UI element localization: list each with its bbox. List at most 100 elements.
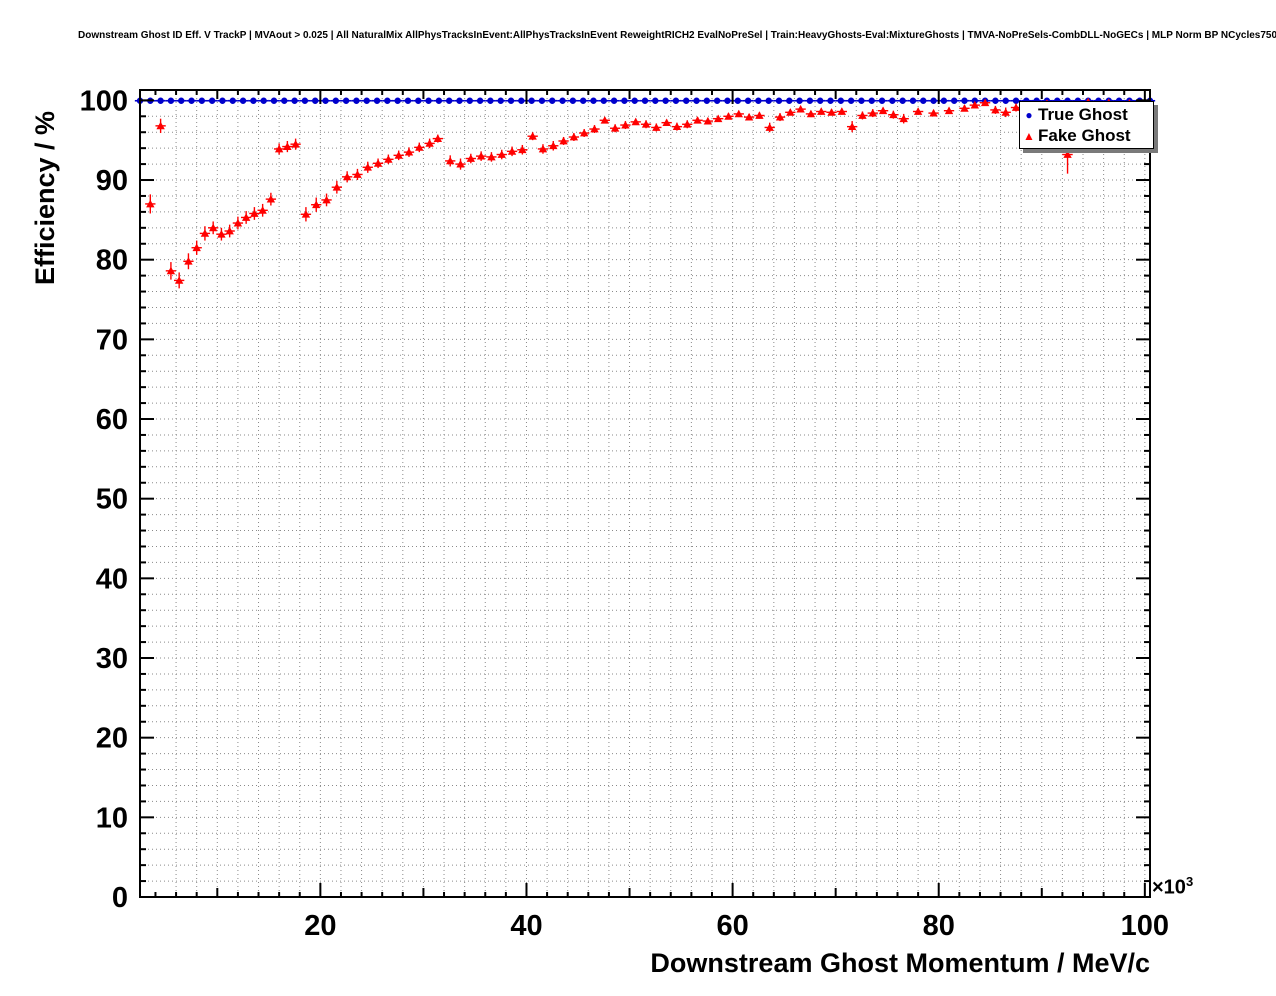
data-point-true-ghost (683, 97, 690, 104)
legend-entry-fake-ghost: ▲ Fake Ghost (1020, 125, 1153, 146)
data-point-fake-ghost (913, 107, 923, 115)
data-point-true-ghost (518, 97, 525, 104)
data-point-true-ghost (270, 97, 278, 104)
data-point-fake-ghost (250, 209, 259, 217)
data-point-true-ghost (899, 97, 906, 104)
data-point-fake-ghost (192, 243, 201, 252)
data-point-fake-ghost (693, 116, 702, 124)
data-point-true-ghost (301, 97, 309, 104)
data-point-true-ghost (208, 97, 216, 104)
data-point-true-ghost (744, 97, 752, 104)
data-point-true-ghost (487, 97, 494, 104)
data-point-fake-ghost (274, 144, 284, 153)
data-point-fake-ghost (991, 105, 1000, 114)
data-point-true-ghost (167, 97, 175, 104)
data-point-true-ghost (610, 97, 618, 104)
data-point-true-ghost (322, 97, 329, 104)
data-point-true-ghost (425, 97, 432, 104)
data-point-fake-ghost (241, 213, 251, 221)
data-point-fake-ghost (944, 106, 954, 115)
data-point-fake-ghost (363, 163, 372, 171)
data-point-true-ghost (507, 97, 515, 104)
data-point-true-ghost (878, 97, 886, 104)
data-point-fake-ghost (283, 142, 292, 150)
axis-ticks (140, 90, 1150, 897)
data-point-true-ghost (260, 97, 267, 104)
data-point-true-ghost (373, 97, 381, 104)
data-point-fake-ghost (184, 257, 193, 265)
x-axis-multiplier: ×103 (1152, 874, 1193, 900)
data-point-true-ghost (920, 97, 927, 104)
data-point-true-ghost (631, 97, 638, 104)
data-point-fake-ghost (415, 143, 424, 151)
data-point-fake-ghost (569, 132, 579, 141)
data-point-fake-ghost (312, 200, 321, 209)
data-point-true-ghost (806, 97, 814, 104)
data-point-fake-ghost (579, 128, 589, 137)
data-point-fake-ghost (166, 266, 176, 275)
data-point-fake-ghost (404, 147, 414, 156)
data-point-fake-ghost (528, 132, 537, 140)
data-point-fake-ghost (755, 111, 764, 119)
data-point-fake-ghost (200, 229, 210, 237)
data-point-true-ghost (394, 97, 401, 104)
data-point-fake-ghost (858, 111, 867, 119)
data-point-fake-ghost (631, 117, 640, 126)
data-point-fake-ghost (156, 121, 165, 130)
data-point-fake-ghost (713, 114, 723, 123)
data-point-fake-ghost (641, 120, 651, 128)
legend-entry-true-ghost: ● True Ghost (1020, 104, 1153, 125)
data-point-fake-ghost (332, 182, 342, 191)
data-point-true-ghost (971, 97, 978, 104)
data-point-fake-ghost (174, 276, 184, 284)
data-point-true-ghost (188, 97, 195, 104)
data-point-fake-ghost (683, 120, 692, 128)
y-tick-label: 60 (96, 404, 128, 436)
data-point-true-ghost (786, 97, 793, 104)
data-point-true-ghost (734, 97, 741, 104)
data-point-true-ghost (930, 97, 937, 104)
series-true-ghost (134, 97, 1156, 104)
data-point-true-ghost (332, 97, 340, 104)
data-point-fake-ghost (837, 107, 847, 115)
data-point-fake-ghost (878, 106, 888, 115)
data-point-fake-ghost (621, 120, 630, 129)
data-point-true-ghost (672, 97, 680, 104)
data-point-fake-ghost (610, 124, 620, 132)
y-tick-label: 90 (96, 165, 128, 197)
data-point-true-ghost (765, 97, 772, 104)
y-tick-label: 70 (96, 324, 128, 356)
data-point-fake-ghost (590, 124, 599, 133)
data-point-fake-ghost (899, 114, 908, 123)
data-point-fake-ghost (217, 229, 226, 238)
data-point-true-ghost (384, 97, 391, 104)
x-axis-multiplier-base: ×10 (1152, 876, 1186, 899)
legend-label: True Ghost (1038, 104, 1128, 124)
y-axis-title: Efficiency / % (30, 110, 60, 285)
y-tick-label: 0 (112, 882, 128, 914)
legend: ● True Ghost ▲ Fake Ghost (1019, 101, 1154, 149)
data-point-fake-ghost (394, 151, 403, 159)
data-point-true-ghost (435, 97, 443, 104)
data-point-fake-ghost (662, 118, 671, 127)
data-point-true-ghost (342, 97, 350, 104)
data-point-fake-ghost (1011, 103, 1021, 111)
data-point-true-ghost (178, 97, 185, 104)
data-point-fake-ghost (456, 159, 465, 168)
data-point-fake-ghost (970, 100, 979, 109)
y-tick-label: 10 (96, 802, 128, 834)
data-point-fake-ghost (266, 194, 276, 203)
data-point-true-ghost (250, 97, 257, 104)
frame (139, 89, 1151, 898)
data-point-fake-ghost (817, 107, 826, 115)
data-point-fake-ghost (652, 123, 661, 131)
x-tick-label: 40 (510, 910, 542, 942)
data-point-fake-ghost (765, 123, 774, 131)
y-tick-label: 30 (96, 643, 128, 675)
data-point-fake-ghost (342, 172, 352, 181)
data-point-true-ghost (837, 97, 845, 104)
y-tick-label: 80 (96, 245, 128, 277)
data-point-true-ghost (992, 97, 999, 104)
data-point-fake-ghost (146, 199, 155, 208)
